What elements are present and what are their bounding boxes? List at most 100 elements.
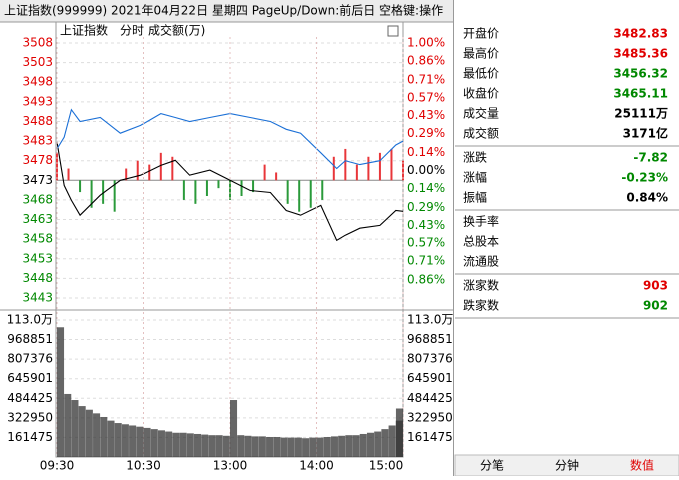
x-tick-label: 15:00 [369,459,404,473]
volume-bar [230,400,238,457]
volume-bar [129,425,137,457]
x-tick-label: 10:30 [126,459,161,473]
volume-bar [345,435,353,457]
volume-tick-label: 322950 [7,410,53,424]
x-tick-label: 14:00 [299,459,334,473]
volume-bar [193,433,202,457]
volume-bar [179,432,187,457]
stat-label: 最低价 [463,67,499,81]
volume-bar [136,426,144,457]
volume-bar [165,431,173,457]
volume-bar [323,436,331,457]
x-tick-label: 09:30 [40,459,75,473]
settings-icon[interactable] [387,25,399,37]
stat-label: 涨跌 [463,150,487,165]
y-tick-label: 3503 [22,55,53,69]
volume-bar [78,406,86,457]
stat-value: 3465.11 [613,87,668,101]
y2-tick-label: 0.71% [407,72,445,86]
volume-tick-label: 161475 [7,430,53,444]
volume-bar [374,431,382,457]
volume-bar [186,433,194,457]
volume-bar [338,435,346,457]
volume-tick-label-right: 322950 [407,410,453,424]
volume-tick-label-right: 807376 [407,352,453,366]
volume-bar [208,435,216,457]
volume-bar [71,400,79,457]
stat-label: 开盘价 [463,26,499,41]
stat-label: 涨家数 [463,278,499,293]
stat-label: 换手率 [463,214,499,229]
y-tick-label: 3468 [22,192,53,206]
volume-bar [273,436,281,457]
volume-tick-label-right: 645901 [407,371,453,385]
y-tick-label: 3473 [22,173,53,187]
volume-tick-label-right: 113.0万 [407,313,453,327]
y2-tick-label: 0.43% [407,108,445,122]
volume-bar [266,436,274,457]
volume-bar [287,437,295,457]
volume-bar [222,435,230,457]
stat-value: -0.23% [621,171,668,185]
stat-label: 成交额 [463,126,499,141]
y-tick-label: 3443 [22,291,53,305]
volume-tick-label: 645901 [7,371,53,385]
y-tick-label: 3493 [22,94,53,108]
y-tick-label: 3458 [22,232,53,246]
volume-bar [251,436,259,457]
volume-bar [107,420,115,457]
volume-tick-label: 484425 [7,391,53,405]
volume-tick-label-right: 968851 [407,332,453,346]
volume-bar [215,435,223,457]
y-tick-label: 3463 [22,212,53,226]
stat-label: 跌家数 [463,298,499,313]
volume-bar [157,430,165,457]
y2-tick-label: 0.43% [407,218,445,232]
stat-label: 成交量 [463,106,499,121]
volume-bar [258,436,266,457]
stat-value: -7.82 [633,151,668,165]
volume-bar [294,437,302,457]
stat-value: 902 [643,299,668,313]
y2-tick-label: 0.57% [407,236,445,250]
volume-bar [114,423,122,457]
stat-value: 903 [643,279,668,293]
y2-tick-label: 0.86% [407,53,445,67]
stat-value: 25111万 [614,107,668,121]
tab[interactable]: 分笔 [480,458,504,473]
y2-tick-label: 0.29% [407,200,445,214]
volume-bar [100,416,108,457]
tab[interactable]: 分钟 [555,458,579,473]
volume-tick-label: 807376 [7,352,53,366]
volume-bar [330,436,338,457]
y2-tick-label: 0.00% [407,163,445,177]
volume-bar [388,425,396,457]
volume-bar [381,429,389,457]
volume-bar [57,327,65,457]
y2-tick-label: 0.86% [407,273,445,287]
volume-tick-label: 113.0万 [7,313,53,327]
volume-bar [280,437,288,457]
volume-bar [309,437,317,457]
y2-tick-label: 0.14% [407,181,445,195]
volume-bar [150,429,158,457]
y-tick-label: 3453 [22,251,53,265]
y2-tick-label: 0.14% [407,145,445,159]
volume-tick-label: 968851 [7,332,53,346]
stat-value: 3171亿 [623,126,668,141]
stat-value: 0.84% [626,191,668,205]
y2-tick-label: 0.57% [407,90,445,104]
stat-value: 3482.83 [613,27,668,41]
stat-label: 流通股 [463,255,499,269]
price-line [56,141,404,242]
y-tick-label: 3498 [22,75,53,89]
panel-divider [453,0,454,476]
y-tick-label: 3488 [22,114,53,128]
volume-tick-label-right: 484425 [407,391,453,405]
tab[interactable]: 数值 [630,458,654,473]
stat-label: 涨幅 [463,170,487,185]
volume-bar [201,434,209,457]
volume-bar [366,432,375,457]
